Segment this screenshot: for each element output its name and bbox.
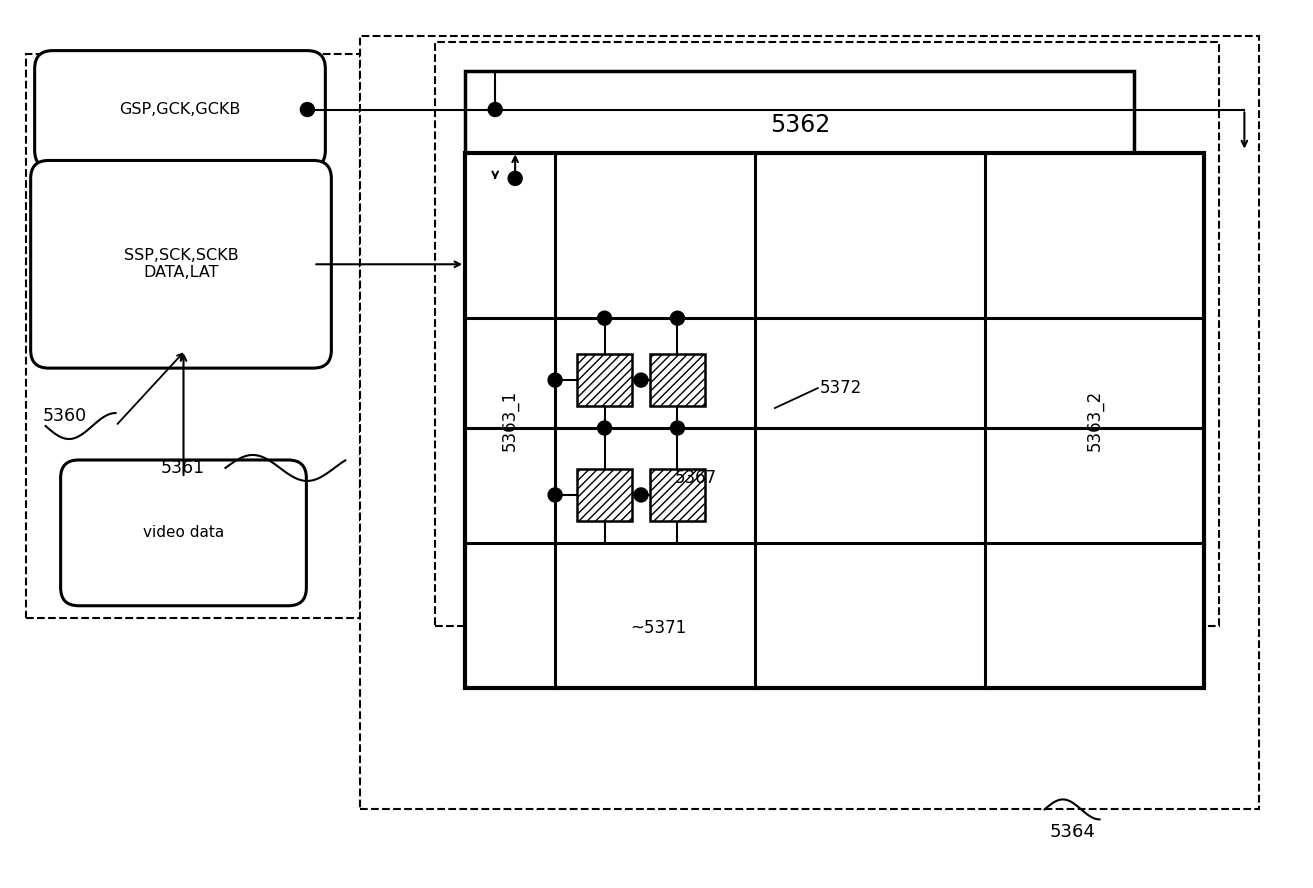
Circle shape <box>634 488 649 502</box>
Text: 5367: 5367 <box>675 469 717 487</box>
Text: 5361: 5361 <box>160 459 205 477</box>
Circle shape <box>488 102 502 116</box>
FancyBboxPatch shape <box>34 51 326 169</box>
Circle shape <box>548 373 562 387</box>
Bar <box>578 354 632 406</box>
Text: ~5371: ~5371 <box>630 619 687 637</box>
Text: video data: video data <box>143 526 225 541</box>
Bar <box>650 469 705 521</box>
Circle shape <box>301 102 314 116</box>
Text: 5372: 5372 <box>819 379 863 397</box>
FancyBboxPatch shape <box>465 154 1204 687</box>
Text: 5363_1: 5363_1 <box>502 390 519 451</box>
Circle shape <box>508 171 523 186</box>
Text: 5364: 5364 <box>1049 823 1095 842</box>
Bar <box>578 469 632 521</box>
Circle shape <box>597 421 612 435</box>
Text: GSP,GCK,GCKB: GSP,GCK,GCKB <box>119 102 240 117</box>
Circle shape <box>597 311 612 325</box>
FancyBboxPatch shape <box>465 70 1134 178</box>
Text: SSP,SCK,SCKB
DATA,LAT: SSP,SCK,SCKB DATA,LAT <box>123 248 239 281</box>
FancyBboxPatch shape <box>60 460 306 606</box>
FancyBboxPatch shape <box>30 161 331 369</box>
Circle shape <box>671 311 684 325</box>
Bar <box>650 354 705 406</box>
Circle shape <box>634 373 649 387</box>
Text: 5360: 5360 <box>42 407 87 425</box>
FancyBboxPatch shape <box>435 42 1220 626</box>
FancyBboxPatch shape <box>360 36 1259 810</box>
Text: 5363_2: 5363_2 <box>1086 390 1103 451</box>
Text: 5362: 5362 <box>769 113 830 137</box>
Circle shape <box>671 421 684 435</box>
Circle shape <box>548 488 562 502</box>
FancyBboxPatch shape <box>26 53 360 618</box>
